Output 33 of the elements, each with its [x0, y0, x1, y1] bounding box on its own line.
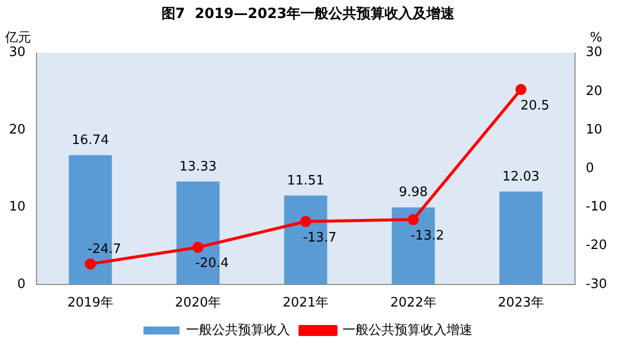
y-tick-label: 10	[8, 200, 26, 215]
x-tick-label: 2019年	[67, 296, 114, 311]
data-label: 20.5	[520, 98, 550, 114]
y2-tick-label: 0	[586, 160, 594, 176]
point	[408, 214, 419, 226]
point	[515, 84, 526, 95]
y-tick-label: 0	[17, 276, 26, 292]
legend-label: 一般公共预算收入	[186, 322, 290, 338]
y2-axis-title: %	[590, 30, 602, 46]
y2-tick-label: 30	[586, 45, 602, 60]
data-label: 9.98	[398, 185, 428, 200]
y2-tick-label: -10	[586, 200, 607, 215]
x-tick-label: 2021年	[282, 296, 329, 311]
data-label: 13.33	[179, 159, 217, 174]
x-tick-label: 2023年	[498, 296, 544, 311]
y-tick-label: 20	[8, 122, 26, 138]
bar	[499, 192, 542, 284]
point	[192, 242, 204, 253]
point	[84, 258, 96, 270]
x-tick-label: 2022年	[390, 296, 436, 311]
chart-title: 图7 2019—2023年一般公共预算收入及增速	[161, 6, 456, 22]
y2-tick-label: -20	[586, 238, 607, 254]
y-tick-label: 30	[8, 45, 26, 60]
point	[300, 216, 312, 227]
data-label: 11.51	[287, 173, 324, 188]
y2-tick-label: -30	[586, 276, 607, 292]
x-tick-label: 2020年	[174, 296, 222, 311]
y-axis-title: 亿元	[4, 30, 31, 46]
y2-tick-label: 20	[586, 84, 602, 99]
y2-tick-label: 10	[586, 122, 602, 138]
data-label: 16.74	[72, 133, 109, 148]
legend-label: 一般公共预算收入增速	[342, 322, 472, 338]
data-label: 12.03	[502, 169, 540, 184]
